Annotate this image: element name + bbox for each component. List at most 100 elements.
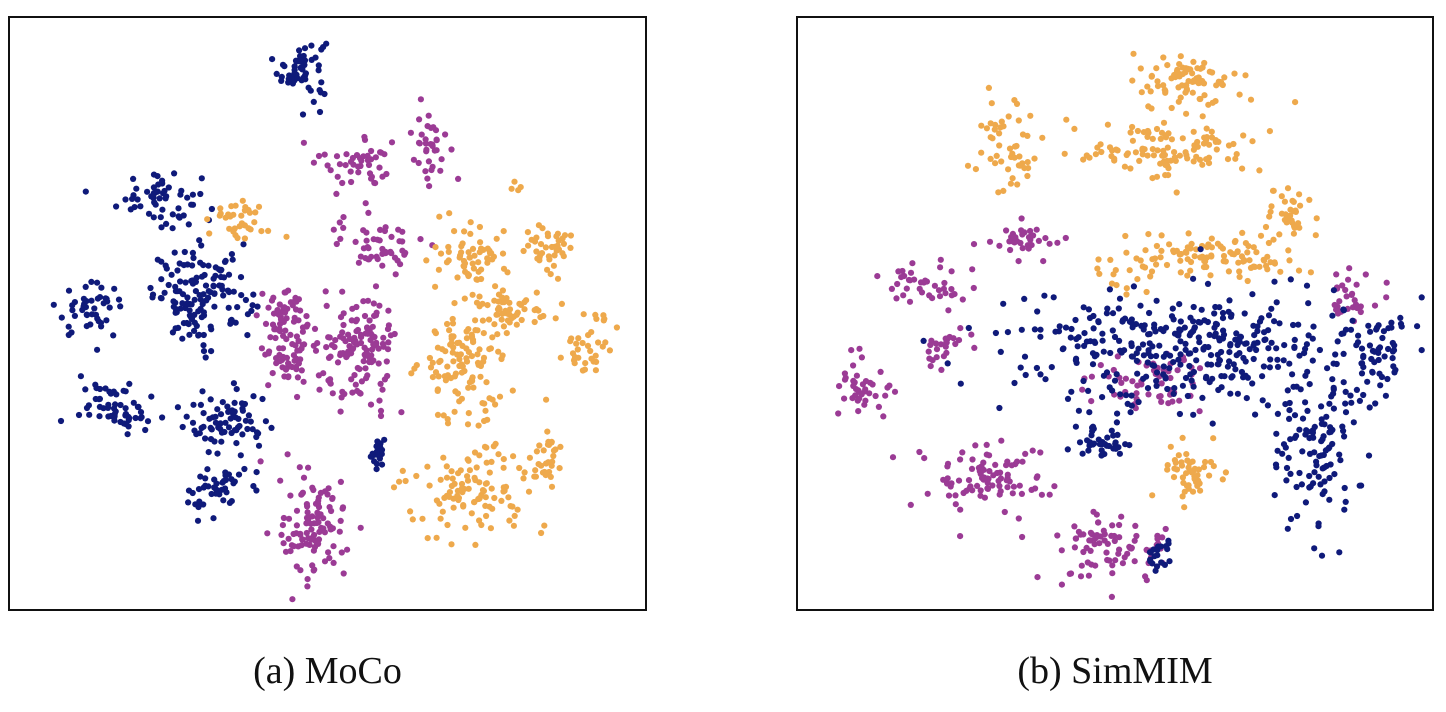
moco-point-purple xyxy=(344,546,351,553)
simmim-point-purple xyxy=(1054,532,1061,539)
moco-point-purple xyxy=(336,219,343,226)
moco-point-navy xyxy=(125,413,132,420)
moco-point-navy xyxy=(94,315,101,322)
moco-point-purple xyxy=(271,326,278,333)
moco-point-navy xyxy=(132,414,139,422)
simmim-point-orange xyxy=(1149,135,1156,142)
moco-point-navy xyxy=(83,404,91,412)
moco-point-navy xyxy=(184,261,191,268)
simmim-point-orange xyxy=(1217,79,1225,86)
moco-point-navy xyxy=(273,70,280,77)
moco-point-orange xyxy=(469,377,476,385)
simmim-point-purple xyxy=(1087,529,1094,536)
moco-point-navy xyxy=(96,395,103,402)
simmim-point-orange xyxy=(1277,268,1284,275)
simmim-point-navy xyxy=(1266,364,1273,371)
moco-point-orange xyxy=(399,467,406,474)
simmim-point-navy xyxy=(1218,348,1225,356)
simmim-point-navy xyxy=(1153,369,1161,376)
moco-point-purple xyxy=(438,156,445,163)
moco-point-purple xyxy=(325,334,332,341)
moco-point-navy xyxy=(200,331,207,339)
simmim-point-orange xyxy=(1249,138,1256,145)
moco-point-orange xyxy=(600,312,607,319)
moco-point-orange xyxy=(535,222,543,229)
moco-point-navy xyxy=(137,409,145,416)
moco-point-navy xyxy=(381,436,388,443)
simmim-point-orange xyxy=(1106,144,1114,151)
simmim-point-navy xyxy=(1143,373,1150,380)
moco-point-navy xyxy=(240,241,247,248)
simmim-point-purple xyxy=(1027,236,1034,243)
moco-point-orange xyxy=(553,233,560,240)
moco-point-purple xyxy=(396,238,403,245)
simmim-point-navy xyxy=(1365,452,1373,459)
simmim-point-purple xyxy=(926,292,933,299)
moco-point-purple xyxy=(348,178,355,186)
simmim-point-navy xyxy=(1169,305,1176,312)
simmim-point-orange xyxy=(1263,262,1270,270)
moco-point-navy xyxy=(250,483,257,490)
simmim-point-navy xyxy=(1282,401,1289,408)
moco-point-purple xyxy=(299,536,306,543)
moco-point-orange xyxy=(516,464,523,472)
moco-point-purple xyxy=(317,489,324,496)
simmim-point-navy xyxy=(1375,322,1382,329)
moco-point-purple xyxy=(364,157,371,164)
simmim-point-navy xyxy=(1302,372,1309,379)
simmim-point-navy xyxy=(1115,305,1122,312)
moco-point-orange xyxy=(436,358,443,366)
moco-point-purple xyxy=(298,367,305,374)
moco-point-purple xyxy=(340,214,347,221)
simmim-point-purple xyxy=(850,362,857,369)
simmim-point-navy xyxy=(1324,365,1331,372)
moco-point-purple xyxy=(455,175,462,182)
moco-point-purple xyxy=(379,262,386,269)
moco-point-navy xyxy=(221,258,229,265)
simmim-point-orange xyxy=(1151,255,1159,262)
simmim-point-navy xyxy=(1220,331,1228,338)
moco-point-orange xyxy=(463,335,470,342)
simmim-point-orange xyxy=(1203,263,1210,271)
simmim-point-orange xyxy=(1163,261,1171,269)
moco-point-orange xyxy=(433,534,440,541)
moco-point-purple xyxy=(372,154,379,161)
moco-point-purple xyxy=(354,326,362,334)
moco-point-navy xyxy=(224,403,231,410)
simmim-point-navy xyxy=(1233,330,1240,337)
moco-point-navy xyxy=(112,401,119,408)
moco-point-navy xyxy=(197,473,204,480)
simmim-point-navy xyxy=(1353,386,1360,393)
moco-point-purple xyxy=(330,226,337,233)
simmim-point-navy xyxy=(1329,376,1336,383)
simmim-point-navy xyxy=(1062,324,1070,331)
simmim-point-orange xyxy=(1165,172,1172,179)
simmim-point-navy xyxy=(1128,402,1135,409)
simmim-point-navy xyxy=(1366,404,1373,411)
moco-point-purple xyxy=(293,522,300,529)
moco-point-orange xyxy=(571,360,578,367)
simmim-point-purple xyxy=(1029,447,1036,454)
moco-point-orange xyxy=(232,202,239,209)
moco-point-navy xyxy=(174,404,181,411)
simmim-point-orange xyxy=(972,166,979,173)
simmim-point-orange xyxy=(1241,257,1248,264)
moco-point-orange xyxy=(521,299,528,306)
moco-point-purple xyxy=(280,514,287,522)
simmim-point-purple xyxy=(1018,227,1025,234)
simmim-point-orange xyxy=(1195,80,1202,87)
simmim-point-orange xyxy=(1160,147,1167,154)
moco-point-navy xyxy=(231,427,238,434)
moco-point-navy xyxy=(200,423,207,430)
simmim-point-orange xyxy=(1242,72,1249,79)
simmim-point-orange xyxy=(985,84,992,91)
moco-point-purple xyxy=(349,154,356,162)
simmim-point-purple xyxy=(924,490,931,497)
simmim-point-orange xyxy=(1186,468,1194,475)
simmim-point-purple xyxy=(1084,559,1091,566)
moco-point-navy xyxy=(200,342,207,349)
simmim-point-orange xyxy=(1092,151,1099,158)
moco-point-orange xyxy=(484,302,491,309)
simmim-point-purple xyxy=(940,476,947,483)
simmim-point-purple xyxy=(1011,239,1018,246)
